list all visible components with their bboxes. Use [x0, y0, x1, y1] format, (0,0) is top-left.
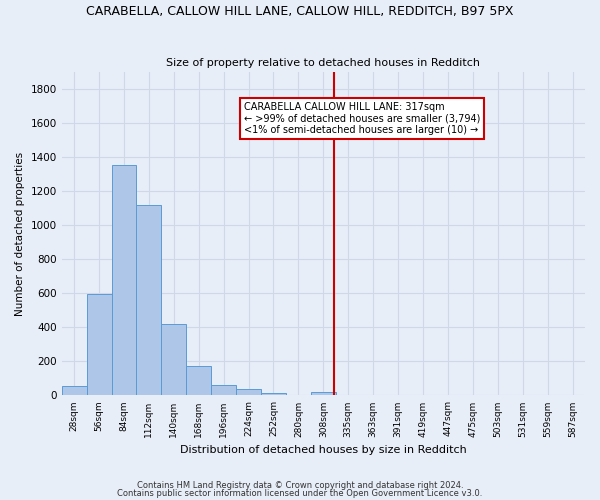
Title: Size of property relative to detached houses in Redditch: Size of property relative to detached ho…: [166, 58, 481, 68]
Bar: [211, 385, 236, 396]
Text: CARABELLA, CALLOW HILL LANE, CALLOW HILL, REDDITCH, B97 5PX: CARABELLA, CALLOW HILL LANE, CALLOW HILL…: [86, 5, 514, 18]
Text: Contains public sector information licensed under the Open Government Licence v3: Contains public sector information licen…: [118, 489, 482, 498]
Bar: [62, 386, 86, 396]
Bar: [186, 366, 211, 396]
Bar: [112, 166, 136, 396]
Bar: [136, 206, 161, 396]
Text: Contains HM Land Registry data © Crown copyright and database right 2024.: Contains HM Land Registry data © Crown c…: [137, 480, 463, 490]
X-axis label: Distribution of detached houses by size in Redditch: Distribution of detached houses by size …: [180, 445, 467, 455]
Bar: [261, 394, 286, 396]
Bar: [236, 389, 261, 396]
Bar: [161, 324, 186, 396]
Bar: [86, 294, 112, 396]
Text: CARABELLA CALLOW HILL LANE: 317sqm
← >99% of detached houses are smaller (3,794): CARABELLA CALLOW HILL LANE: 317sqm ← >99…: [244, 102, 480, 136]
Bar: [311, 392, 336, 396]
Y-axis label: Number of detached properties: Number of detached properties: [15, 152, 25, 316]
